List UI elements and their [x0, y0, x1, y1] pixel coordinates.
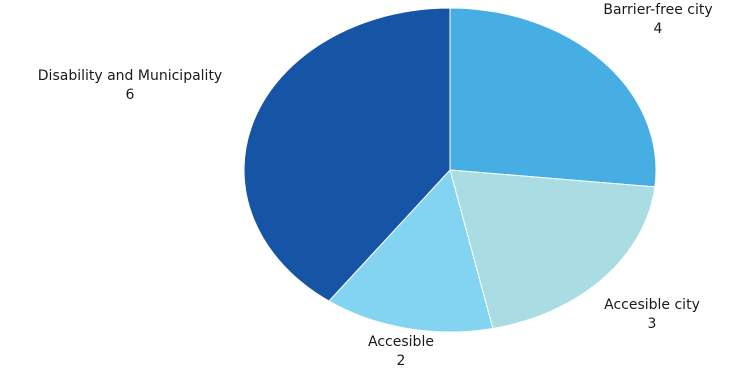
slice-value-2: 3	[648, 316, 657, 332]
slice-value-3: 2	[397, 353, 406, 369]
pie-slice-1	[449, 7, 657, 188]
slice-value-4: 6	[126, 87, 135, 103]
slice-value-1: 4	[654, 21, 663, 37]
slice-label-1: Barrier-free city	[603, 2, 712, 18]
slice-label-4: Disability and Municipality	[38, 68, 222, 84]
slice-label-2: Accesible city	[604, 297, 700, 313]
pie-slices	[243, 7, 657, 333]
slice-label-3: Accesible	[368, 334, 434, 350]
pie-slice-4	[243, 7, 451, 302]
pie-slice-2	[449, 169, 656, 330]
pie-slice-3	[328, 168, 494, 333]
pie-labels: Barrier-free city 4 Accesible city 3 Accesib…	[38, 2, 713, 369]
